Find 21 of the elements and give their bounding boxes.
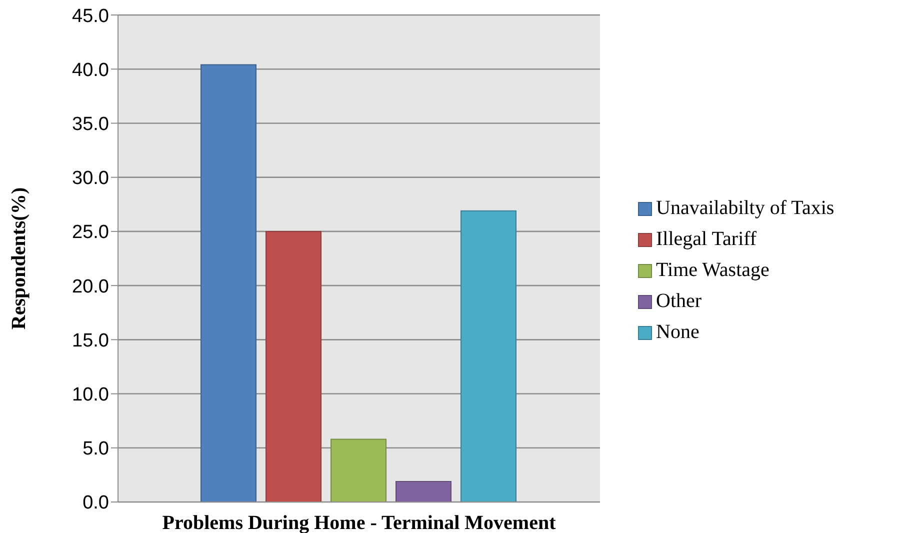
legend-label: Time Wastage [656,258,770,283]
legend-label: None [656,320,700,345]
y-tick-label: 5.0 [82,438,109,460]
y-tick-label: 0.0 [82,492,109,514]
y-tick-label: 30.0 [72,168,109,190]
legend-label: Other [656,289,702,314]
bar [200,64,256,502]
bar [460,210,516,502]
y-tick-label: 20.0 [72,276,109,298]
legend-label: Unavailabilty of Taxis [656,196,834,221]
y-tick-label: 15.0 [72,330,109,352]
y-tick-label: 45.0 [72,6,109,27]
y-tick-label: 25.0 [72,222,109,244]
legend-label: Illegal Tariff [656,227,757,252]
y-axis-title: Respondents(%) [8,187,30,330]
bar [266,230,322,502]
bar [330,438,386,502]
bar [396,480,452,502]
y-tick-label: 40.0 [72,60,109,81]
y-tick-label: 35.0 [72,114,109,135]
y-tick-label: 10.0 [72,384,109,406]
